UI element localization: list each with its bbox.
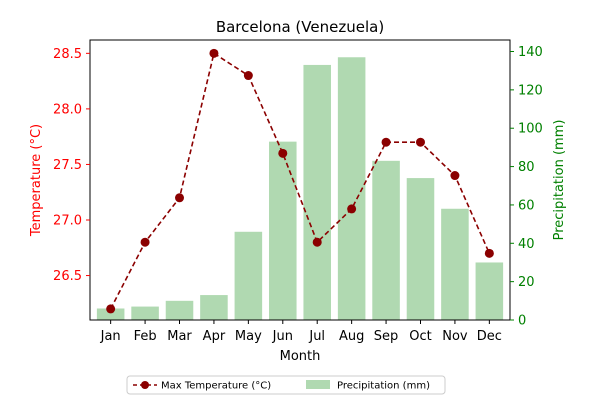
x-tick-label-aug: Aug — [339, 329, 364, 344]
temperature-point-jan — [106, 304, 116, 314]
x-tick-label-nov: Nov — [442, 329, 468, 344]
temperature-line — [106, 48, 494, 314]
temperature-point-sep — [381, 137, 391, 147]
left-y-axis-label: Temperature (°C) — [29, 124, 44, 237]
right-tick-label: 120 — [518, 83, 543, 98]
temperature-point-aug — [347, 204, 357, 214]
right-tick-label: 80 — [518, 160, 535, 175]
precipitation-bar-mar — [165, 300, 194, 320]
x-tick-label-jul: Jul — [308, 329, 325, 344]
left-tick-label: 28.5 — [53, 47, 82, 62]
temperature-point-jun — [278, 148, 288, 158]
right-tick-label: 140 — [518, 45, 543, 60]
legend: Max Temperature (°C) Precipitation (mm) — [126, 375, 446, 395]
x-tick-label-sep: Sep — [374, 329, 399, 344]
precipitation-bar-jun — [269, 141, 297, 320]
temperature-point-oct — [415, 137, 425, 147]
precipitation-bar-dec — [475, 262, 504, 320]
axes: 26.5 27.0 27.5 28.0 28.5 0 20 40 60 80 100 120 140 Ja… — [53, 39, 543, 344]
precipitation-bars — [96, 57, 504, 320]
precipitation-bar-feb — [131, 306, 159, 320]
x-tick-label-jan: Jan — [100, 329, 121, 344]
temperature-point-feb — [140, 237, 150, 247]
legend-label-temperature: Max Temperature (°C) — [161, 381, 271, 392]
left-tick-label: 27.5 — [53, 158, 82, 173]
temperature-point-jul — [312, 237, 322, 247]
chart-title: Barcelona (Venezuela) — [216, 18, 384, 36]
temperature-point-dec — [484, 248, 494, 258]
legend-frame — [126, 375, 446, 395]
precipitation-bar-oct — [406, 178, 435, 320]
right-tick-label: 40 — [518, 237, 535, 252]
plot-frame — [89, 39, 511, 321]
x-tick-label-feb: Feb — [134, 329, 157, 344]
legend-bar-swatch — [306, 380, 330, 389]
legend-marker-swatch — [141, 381, 149, 389]
temperature-point-may — [243, 71, 253, 81]
x-axis-label: Month — [280, 349, 321, 364]
temperature-series-line — [109, 52, 491, 310]
right-y-axis-label: Precipitation (mm) — [552, 120, 567, 241]
precipitation-bar-apr — [200, 295, 228, 320]
x-tick-label-jun: Jun — [272, 329, 293, 344]
x-tick-label-may: May — [235, 329, 262, 344]
left-tick-label: 27.0 — [53, 214, 82, 229]
temperature-point-mar — [175, 193, 185, 203]
x-tick-label-apr: Apr — [203, 329, 226, 344]
x-tick-label-oct: Oct — [409, 329, 431, 344]
right-tick-label: 0 — [518, 314, 526, 329]
precipitation-bar-nov — [441, 208, 469, 320]
precipitation-bar-aug — [337, 57, 366, 320]
x-tick-label-mar: Mar — [167, 329, 192, 344]
left-tick-label: 26.5 — [53, 269, 82, 284]
right-tick-label: 20 — [518, 275, 535, 290]
right-tick-label: 60 — [518, 198, 535, 213]
precipitation-bar-jul — [303, 64, 331, 320]
legend-label-precipitation: Precipitation (mm) — [337, 381, 430, 392]
x-tick-label-dec: Dec — [477, 329, 502, 344]
temperature-point-nov — [450, 171, 460, 181]
right-tick-label: 100 — [518, 122, 543, 137]
left-tick-label: 28.0 — [53, 102, 82, 117]
precipitation-bar-sep — [372, 160, 400, 320]
precipitation-bar-may — [234, 231, 263, 320]
precipitation-bar-jan — [96, 308, 125, 320]
temperature-point-apr — [209, 48, 219, 58]
